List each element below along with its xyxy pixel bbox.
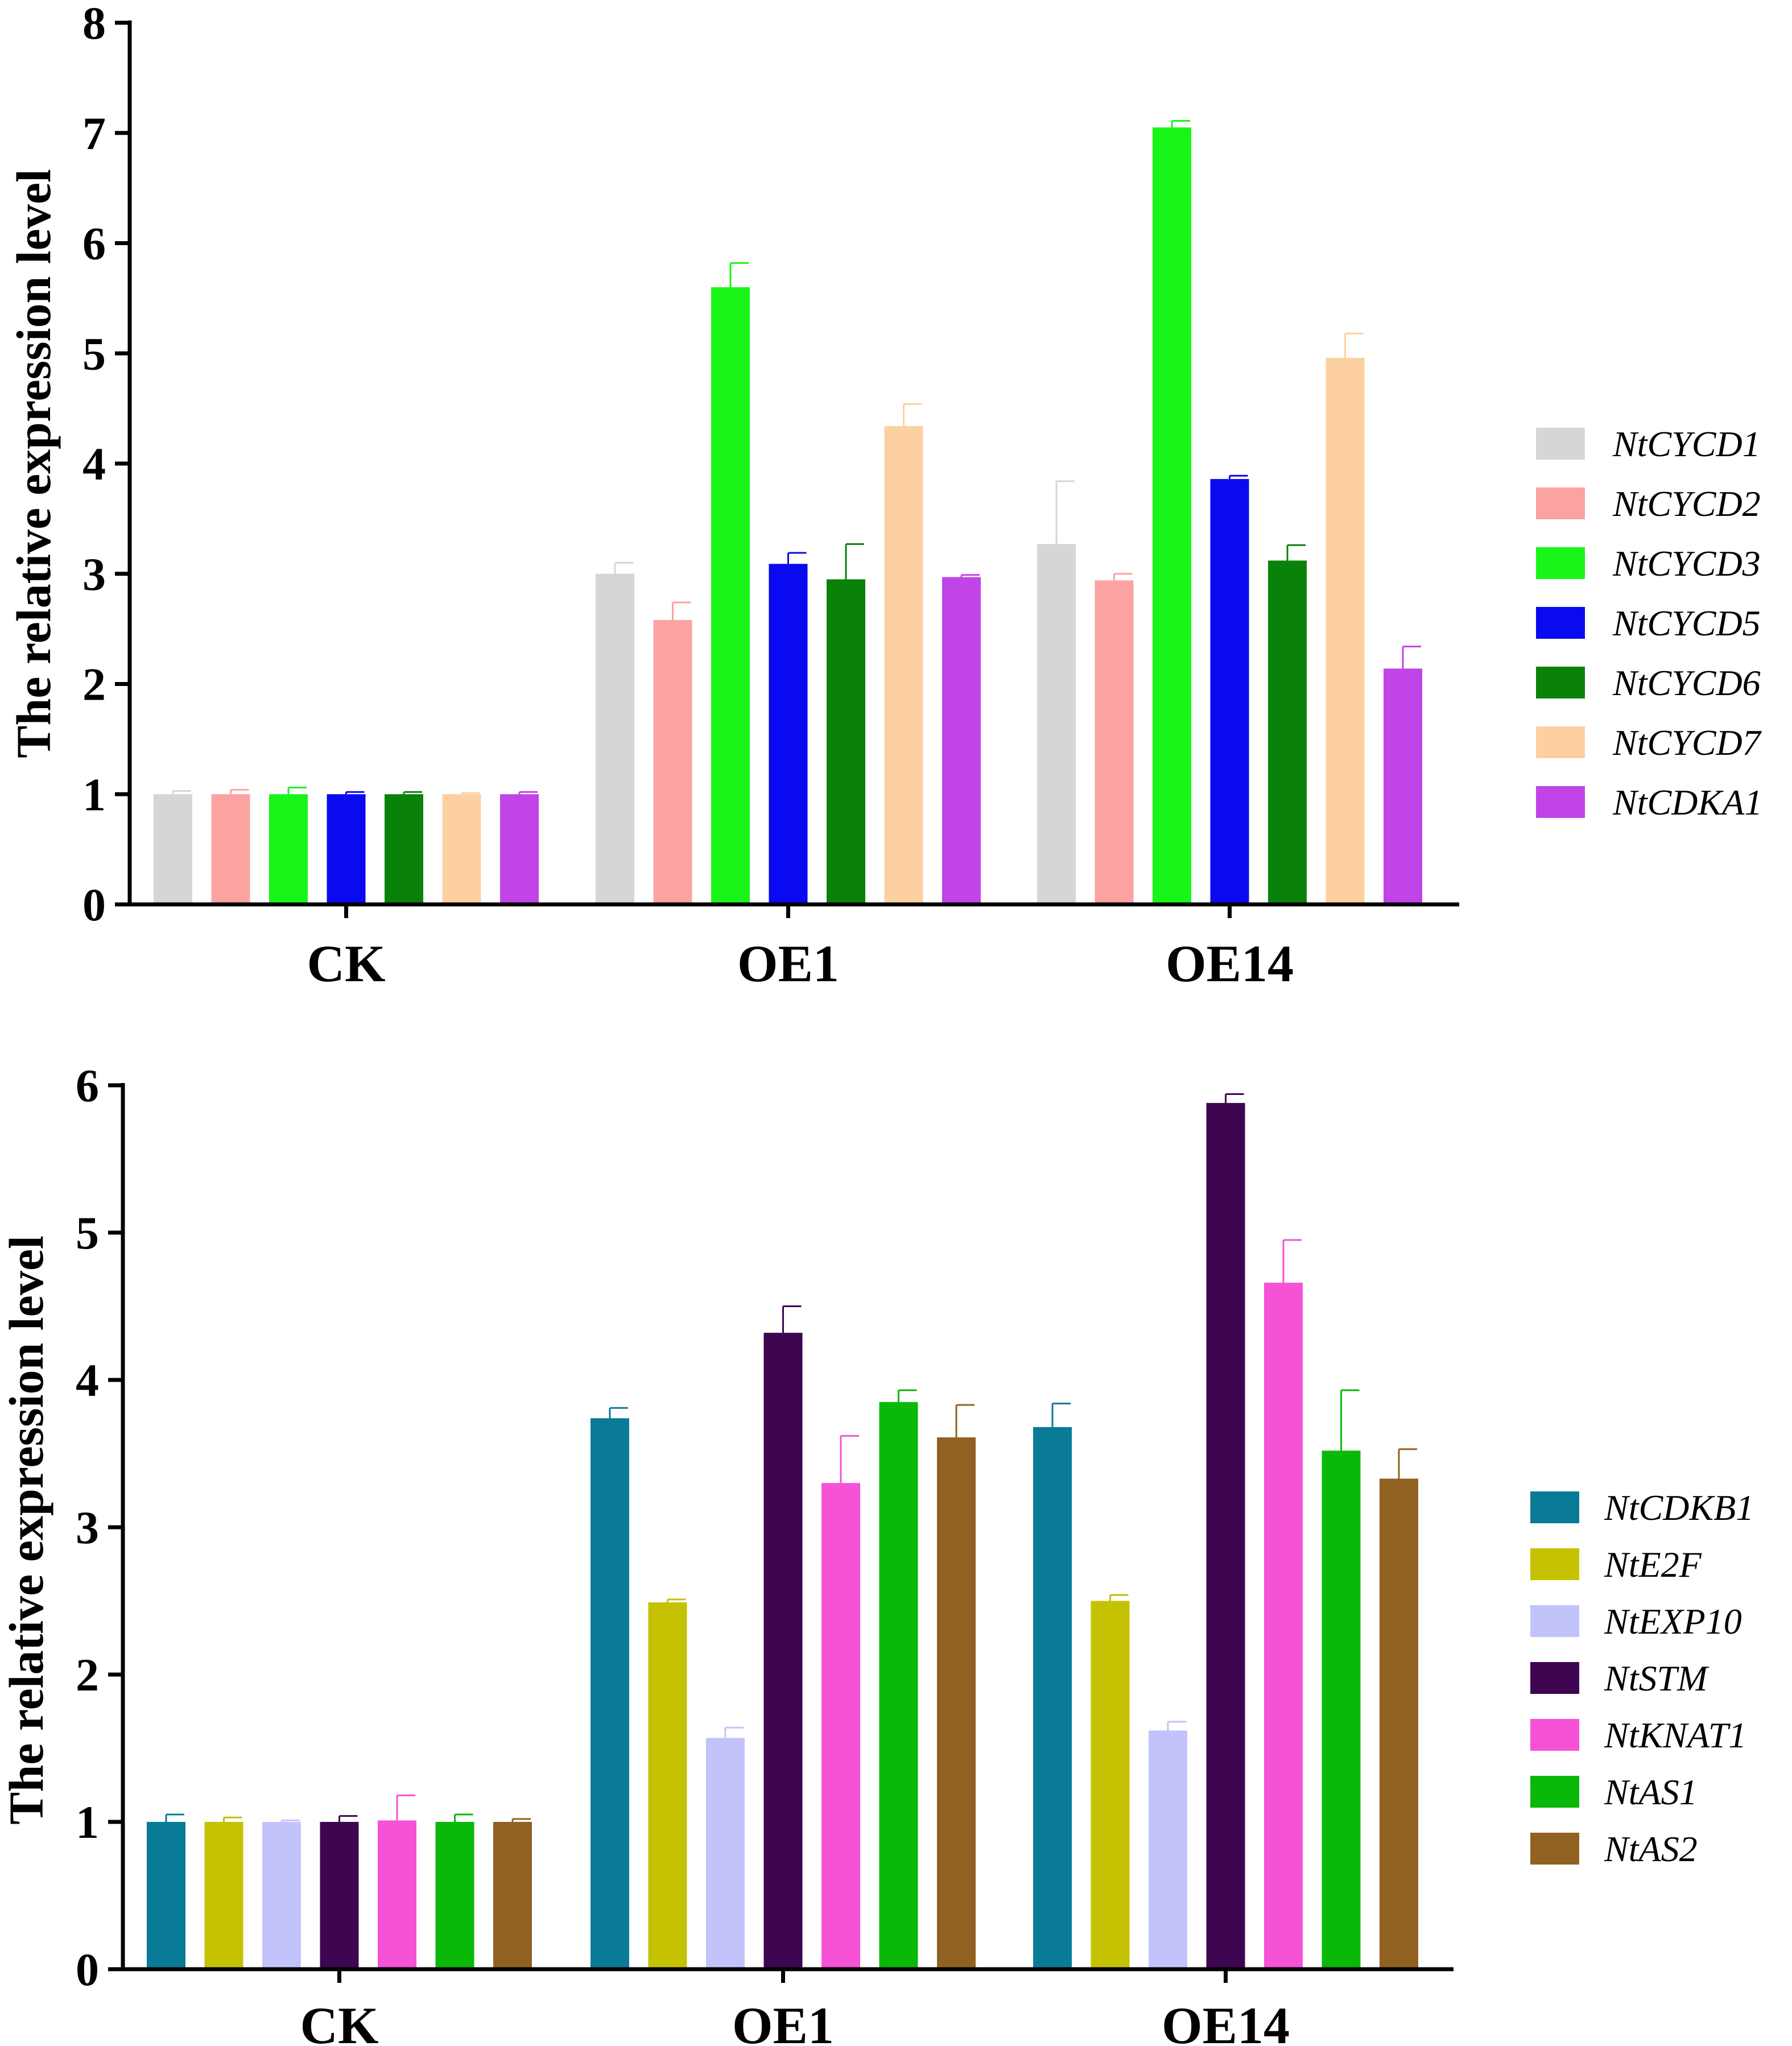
legend-label-NtCYCD6: NtCYCD6 [1612,663,1761,703]
y-tick-label-5: 5 [82,328,106,379]
legend-label-NtCYCD1: NtCYCD1 [1612,424,1761,464]
bar-NtCYCD3-OE14 [1153,127,1191,904]
bar-NtEXP10-OE14 [1149,1730,1187,1969]
bar-NtCDKB1-CK [147,1822,185,1969]
bar-NtAS1-CK [435,1822,474,1969]
legend-label-NtE2F: NtE2F [1604,1544,1702,1585]
legend-label-NtAS1: NtAS1 [1604,1772,1698,1812]
legend-swatch-NtCDKA1 [1536,786,1585,818]
bar-NtEXP10-CK [262,1822,301,1969]
y-tick-label-4: 4 [76,1354,99,1406]
y-tick-label-0: 0 [82,879,106,931]
legend-label-NtAS2: NtAS2 [1604,1829,1698,1869]
bar-NtCYCD1-OE1 [596,573,634,904]
legend-label-NtCYCD7: NtCYCD7 [1612,722,1762,763]
category-label-CK: CK [300,1997,379,2046]
category-label-OE1: OE1 [737,935,839,993]
chart-panel-bottom: The relative expression level 0 1 2 3 4 5 6 CK OE… [0,1060,1754,2046]
bar-NtAS1-OE1 [879,1402,918,1969]
legend-swatch-NtKNAT1 [1530,1719,1579,1751]
y-tick-label-6: 6 [76,1060,99,1111]
legend-swatch-NtCDKB1 [1530,1491,1579,1523]
bar-NtCYCD2-CK [211,794,250,904]
y-tick-label-0: 0 [76,1944,99,1995]
legend-swatch-NtCYCD3 [1536,547,1585,579]
bar-NtE2F-OE1 [648,1602,687,1969]
bar-NtCYCD6-OE1 [827,579,865,904]
bar-NtCYCD5-CK [327,794,366,904]
y-tick-label-6: 6 [82,218,106,270]
legend-label-NtCYCD3: NtCYCD3 [1612,543,1761,584]
y-tick-label-2: 2 [82,659,106,710]
bar-NtCYCD6-CK [385,794,423,904]
chart-panel-top: The relative expression level 0 1 2 3 4 5 6 7 8 CK… [6,0,1762,993]
bar-NtSTM-CK [320,1822,359,1969]
legend-swatch-NtCYCD7 [1536,726,1585,758]
bar-NtCYCD3-CK [269,794,308,904]
bar-NtCDKA1-CK [500,794,539,904]
y-tick-label-1: 1 [82,768,106,820]
bar-NtCYCD1-OE14 [1037,544,1076,904]
bar-NtCDKA1-OE14 [1384,668,1422,904]
legend-swatch-NtAS1 [1530,1776,1579,1808]
legend-swatch-NtEXP10 [1530,1605,1579,1637]
bar-NtSTM-OE1 [763,1333,803,1969]
bar-NtCYCD1-CK [154,794,192,904]
legend-swatch-NtCYCD2 [1536,487,1585,519]
legend-swatch-NtSTM [1530,1662,1579,1694]
category-label-OE14: OE14 [1162,1997,1290,2046]
bar-NtCYCD2-OE14 [1095,580,1134,904]
legend-label-NtKNAT1: NtKNAT1 [1604,1715,1746,1755]
bar-NtE2F-CK [204,1822,243,1969]
category-label-OE1: OE1 [732,1997,834,2046]
y-tick-label-7: 7 [82,108,106,159]
bar-NtEXP10-OE1 [706,1738,745,1969]
legend-label-NtCYCD2: NtCYCD2 [1612,483,1761,524]
bar-NtCYCD2-OE1 [653,620,692,904]
bar-NtAS1-OE14 [1322,1450,1361,1969]
legend-swatch-NtCYCD1 [1536,428,1585,460]
bar-NtCYCD5-OE14 [1210,479,1249,904]
bar-NtKNAT1-OE14 [1264,1283,1303,1969]
bar-NtCDKB1-OE1 [591,1418,629,1969]
y-tick-label-1: 1 [76,1796,99,1848]
y-axis-title: The relative expression level [0,1235,53,1825]
y-tick-label-4: 4 [82,438,106,490]
bar-NtAS2-OE14 [1380,1478,1418,1969]
legend-label-NtEXP10: NtEXP10 [1604,1601,1742,1642]
legend-swatch-NtE2F [1530,1548,1579,1580]
bar-NtKNAT1-OE1 [821,1483,860,1969]
y-axis-title: The relative expression level [6,169,61,758]
bar-NtKNAT1-CK [378,1820,416,1969]
y-tick-label-5: 5 [76,1207,99,1259]
bar-NtCDKB1-OE14 [1033,1427,1072,1969]
bar-NtSTM-OE14 [1206,1103,1245,1969]
y-tick-label-3: 3 [76,1502,99,1553]
bar-NtCYCD6-OE14 [1268,560,1307,904]
bar-NtCDKA1-OE1 [942,577,981,904]
y-tick-label-3: 3 [82,548,106,600]
legend-label-NtCYCD5: NtCYCD5 [1612,603,1761,643]
bar-NtCYCD3-OE1 [711,287,750,904]
bar-NtCYCD5-OE1 [769,564,808,904]
category-label-OE14: OE14 [1166,935,1294,993]
legend-label-NtCDKB1: NtCDKB1 [1604,1487,1754,1528]
legend-swatch-NtAS2 [1530,1833,1579,1865]
y-tick-label-2: 2 [76,1649,99,1701]
bar-NtAS2-OE1 [937,1437,976,1969]
bar-NtCYCD7-CK [442,794,481,904]
legend-swatch-NtCYCD6 [1536,667,1585,698]
category-label-CK: CK [307,935,386,993]
bar-NtE2F-OE14 [1091,1601,1130,1969]
bar-NtCYCD7-OE1 [884,426,923,904]
bar-NtCYCD7-OE14 [1326,358,1365,904]
legend-label-NtSTM: NtSTM [1604,1658,1710,1698]
legend-label-NtCDKA1: NtCDKA1 [1612,782,1762,822]
bar-NtAS2-CK [493,1822,532,1969]
y-tick-label-8: 8 [82,0,106,49]
legend-swatch-NtCYCD5 [1536,607,1585,639]
